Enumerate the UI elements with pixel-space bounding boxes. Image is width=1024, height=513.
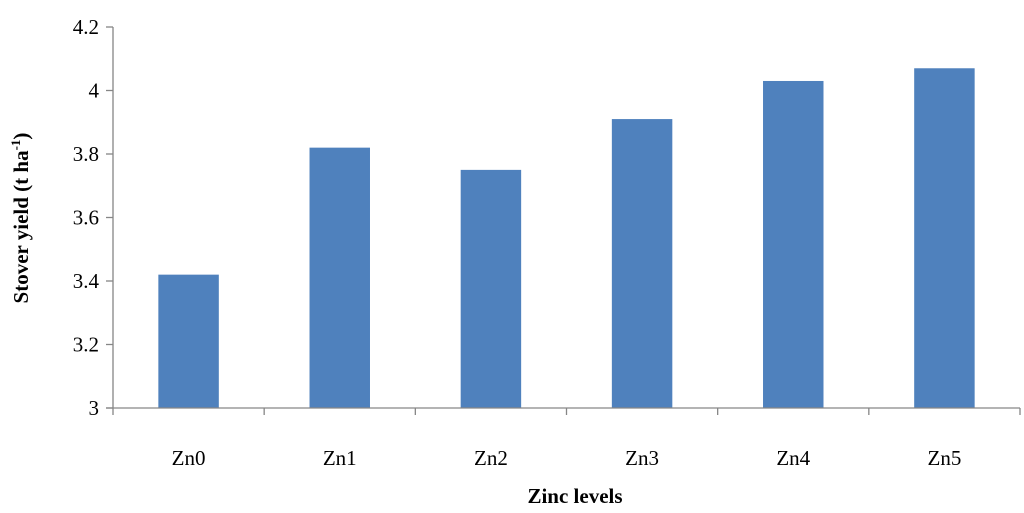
bar-zn5 <box>914 68 975 409</box>
y-tick-label: 3.2 <box>73 333 99 357</box>
y-tick-label: 3.8 <box>73 142 99 166</box>
x-tick-label-zn0: Zn0 <box>172 446 206 470</box>
x-axis-title: Zinc levels <box>527 484 622 508</box>
y-axis-title-main: Stover yield (t ha <box>9 150 33 304</box>
bar-zn1 <box>309 147 370 408</box>
bar-zn2 <box>460 169 522 408</box>
y-tick-label: 3 <box>89 396 100 420</box>
bar-zn0 <box>158 274 219 408</box>
bar-zn3 <box>611 119 673 408</box>
x-tick-label-zn5: Zn5 <box>928 446 962 470</box>
y-tick-labels: 3 3.2 3.4 3.6 3.8 4 4.2 <box>73 15 100 420</box>
x-tick-label-zn4: Zn4 <box>776 446 810 470</box>
y-tick-label: 3.6 <box>73 206 99 230</box>
x-tick-label-zn2: Zn2 <box>474 446 508 470</box>
y-tick-label: 4.2 <box>73 15 99 39</box>
x-tick-label-zn3: Zn3 <box>625 446 659 470</box>
x-tick-label-zn1: Zn1 <box>323 446 357 470</box>
y-axis-title-superscript: -1 <box>8 140 23 151</box>
y-tick-label: 4 <box>89 79 100 103</box>
x-tick-labels: Zn0 Zn1 Zn2 Zn3 Zn4 Zn5 <box>172 446 962 470</box>
y-tick-label: 3.4 <box>73 269 100 293</box>
y-axis-title: Stover yield (t ha-1) <box>8 133 33 304</box>
axes <box>106 26 1021 415</box>
bars <box>158 68 975 409</box>
y-axis-title-close: ) <box>9 133 33 140</box>
bar-zn4 <box>763 80 824 408</box>
